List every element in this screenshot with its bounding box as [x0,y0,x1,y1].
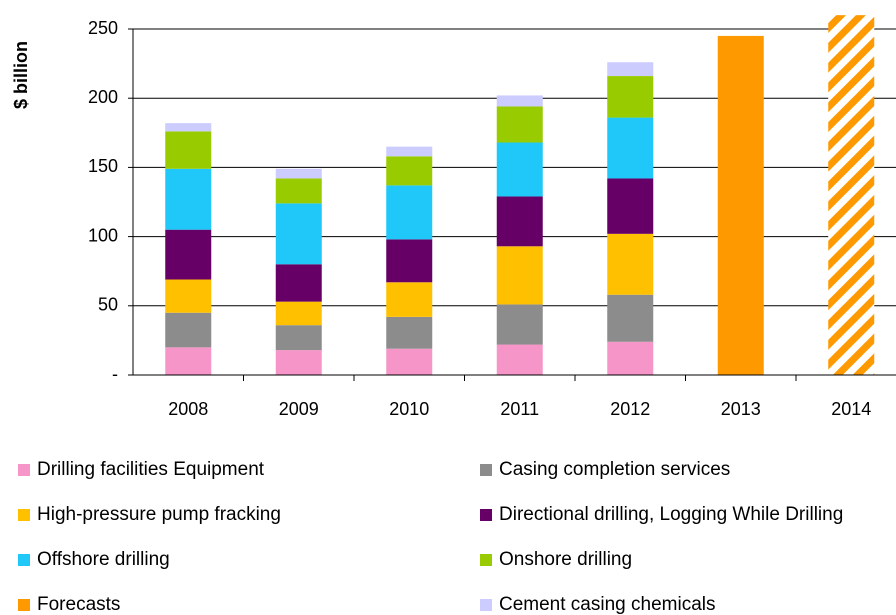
bar-segment [165,229,212,280]
x-tick-label: 2013 [721,399,761,419]
bar-segment [386,185,433,240]
x-tick-label: 2012 [610,399,650,419]
y-tick-label: 100 [88,225,118,245]
bar-segment [386,146,433,157]
legend-swatch [18,554,30,566]
bar-segment [275,301,322,326]
bar-segment [496,246,543,305]
bar-segment [717,35,764,376]
bar-segment [496,142,543,197]
legend-label: Drilling facilities Equipment [37,459,265,480]
bar-segment [275,178,322,204]
bar-segment [275,350,322,375]
legend-swatch [480,599,492,611]
bar-segment [607,294,654,342]
legend-label: Forecasts [37,594,120,615]
legend-swatch [480,509,492,521]
y-tick-label: 200 [88,87,118,107]
bar-segment [607,76,654,118]
bar-segment [165,168,212,230]
legend-label: High-pressure pump fracking [37,504,281,525]
bar-segment [386,282,433,317]
bar-segment [386,348,433,375]
bar-segment [496,196,543,247]
bar-segment [386,156,433,186]
legend-swatch [480,554,492,566]
bar-segment [165,279,212,313]
bar-segment [496,106,543,143]
bar-segment [386,239,433,283]
x-tick-label: 2010 [389,399,429,419]
bar-segment [607,178,654,234]
bar-segment [165,312,212,348]
bar-segment [607,117,654,179]
y-tick-label: 250 [88,18,118,38]
legend-label: Directional drilling, Logging While Dril… [499,504,843,525]
legend-label: Cement casing chemicals [499,594,715,615]
y-tick-label: 50 [98,295,118,315]
y-tick-label: 150 [88,156,118,176]
bar-segment [607,233,654,295]
bar-segment [828,15,875,375]
x-tick-label: 2011 [500,399,539,419]
bar-segment [607,341,654,375]
bar-segment [165,131,212,169]
bar-segment [607,62,654,77]
bar-segment [496,344,543,375]
y-axis-label: $ billion [11,41,31,109]
y-tick-label: - [112,364,118,384]
x-tick-label: 2009 [279,399,319,419]
x-tick-label: 2008 [168,399,208,419]
bar-segment [275,325,322,351]
bar-segment [386,316,433,349]
bar-segment [165,347,212,375]
bar-segment [275,264,322,302]
legend-swatch [18,464,30,476]
bar-segment [275,168,322,179]
bar-segment [496,304,543,345]
bar-segment [275,203,322,265]
bar-segment [165,123,212,132]
legend-label: Casing completion services [499,459,730,480]
bar-segment [496,95,543,107]
legend-label: Offshore drilling [37,549,170,570]
legend-label: Onshore drilling [499,549,632,570]
x-tick-label: 2014 [831,399,871,419]
legend-swatch [18,509,30,521]
legend-swatch [480,464,492,476]
legend-swatch [18,599,30,611]
